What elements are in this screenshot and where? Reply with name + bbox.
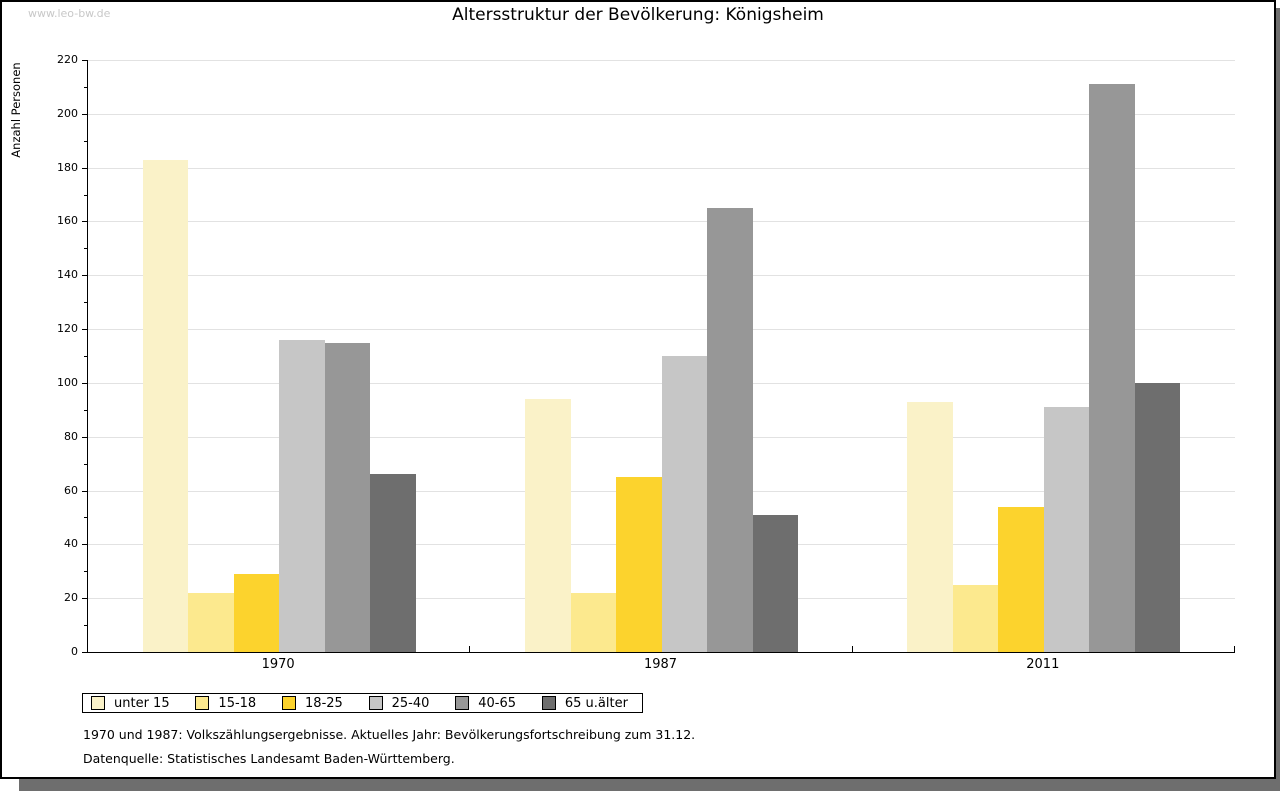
x-category-label: 2011 [1026,657,1060,672]
y-tick-minor [84,571,88,573]
y-tick-label: 40 [64,537,78,551]
y-tick [82,490,88,492]
x-category-label: 1970 [261,657,295,672]
y-tick [82,113,88,115]
legend-label: 40-65 [478,695,517,711]
y-tick-label: 0 [71,645,78,658]
y-tick [82,598,88,600]
legend-label: 18-25 [305,695,343,711]
y-tick-label: 120 [57,322,78,336]
footnote-sources: 1970 und 1987: Volkszählungsergebnisse. … [83,727,696,742]
y-tick-label: 20 [64,591,78,605]
legend-item: 18-25 [282,696,343,711]
bar-65-u-lter-2011 [1134,382,1181,652]
y-tick-label: 180 [57,160,78,174]
bar-15-18-1987 [570,592,616,652]
y-tick-minor [84,194,88,196]
y-tick-label: 80 [64,429,78,443]
gridline [88,221,1235,223]
y-tick-label: 140 [57,268,78,282]
y-tick [82,382,88,384]
x-category-label: 1987 [643,657,678,672]
legend-label: 25-40 [391,695,430,711]
legend-label: 65 u.älter [564,695,628,711]
panel-shadow-right [1276,8,1280,779]
bar-18-25-1987 [616,477,662,652]
legend-swatch-icon [541,696,556,710]
chart-title: Altersstruktur der Bevölkerung: Königshe… [452,5,824,25]
y-tick-minor [84,302,88,304]
bar-25-40-1987 [661,356,707,652]
y-tick [82,167,88,169]
y-tick-label: 160 [57,214,78,228]
x-tick [851,646,853,652]
legend-swatch-icon [282,696,297,710]
y-tick-minor [84,140,88,142]
y-tick-label: 220 [57,53,78,66]
legend-label: unter 15 [114,695,170,711]
y-tick-minor [84,356,88,357]
y-tick [82,544,88,546]
footnote-data-source: Datenquelle: Statistisches Landesamt Bad… [83,751,455,766]
gridline [88,113,1235,115]
watermark: www.leo-bw.de [28,7,111,20]
gridline [88,275,1235,277]
y-tick-label: 60 [64,483,78,497]
legend-item: unter 15 [91,696,170,711]
y-tick-label: 100 [57,375,78,389]
legend-swatch-icon [91,696,105,710]
y-tick [82,329,88,331]
legend-item: 40-65 [455,696,516,711]
y-tick [82,652,88,653]
legend-swatch-icon [195,696,210,710]
y-tick-minor [84,463,88,465]
bar-65-u-lter-1987 [752,514,798,652]
y-tick-minor [84,86,88,88]
legend-swatch-icon [368,696,383,710]
bar-25-40-1970 [279,339,325,652]
panel-shadow-bottom [19,779,1280,791]
x-tick [1234,646,1235,652]
bar-unter-15-1987 [525,399,571,652]
legend-item: 25-40 [368,695,430,711]
y-tick [82,436,88,438]
bar-18-25-2011 [998,506,1044,652]
plot-area [82,60,1235,653]
bar-unter-15-2011 [907,401,953,652]
legend-item: 15-18 [195,696,256,711]
y-tick-label: 200 [57,106,78,120]
y-tick-minor [84,625,88,627]
bar-25-40-2011 [1043,407,1090,652]
y-tick [82,275,88,277]
y-tick [82,221,88,223]
y-tick-minor [84,409,88,411]
legend-swatch-icon [455,696,470,710]
legend-label: 15-18 [218,695,257,711]
bar-65-u-lter-1970 [370,474,416,652]
gridline [88,167,1235,169]
legend-item: 65 u.älter [541,695,628,711]
bar-unter-15-1970 [142,159,189,652]
legend: unter 15 15-18 18-25 25-40 40-65 65 u.älter [82,693,643,713]
bar-15-18-1970 [188,592,234,652]
bar-40-65-1987 [707,208,753,652]
gridline [88,329,1235,331]
y-tick-minor [84,248,88,250]
bar-40-65-1970 [324,342,371,652]
gridline [88,60,1235,61]
y-tick-minor [84,517,88,519]
x-tick [469,646,471,652]
bar-18-25-1970 [233,573,280,652]
bar-15-18-2011 [952,584,999,652]
bar-40-65-2011 [1089,84,1135,652]
y-tick [82,60,88,61]
